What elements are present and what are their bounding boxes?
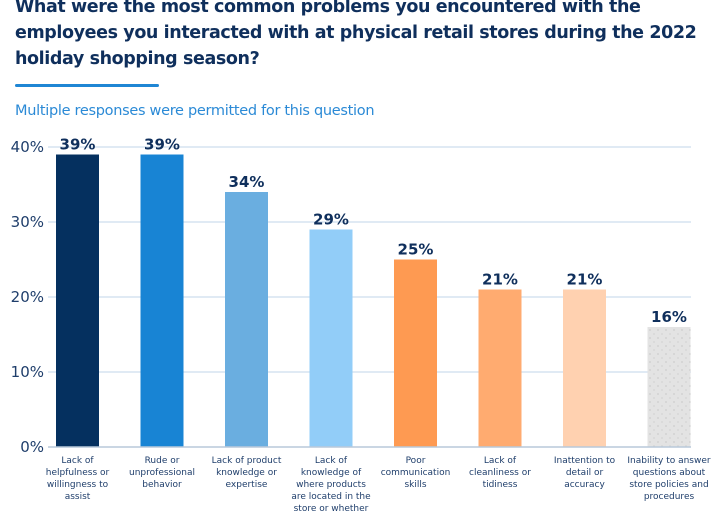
x-tick-label: Rude or unprofessional behavior [129,456,195,490]
bar [478,289,522,447]
value-label: 39% [144,136,180,154]
x-tick-label: Lack of helpfulness or willingness to assis… [45,456,110,502]
bar [394,259,437,447]
y-tick-label: 0% [20,438,44,456]
value-label: 21% [482,271,518,289]
chart-subtitle: Multiple responses were permitted for th… [15,103,375,119]
value-label: 39% [60,136,96,154]
value-label: 34% [229,173,265,191]
bars [56,154,691,447]
y-tick-label: 30% [11,213,44,231]
y-tick-label: 40% [11,138,44,156]
bar [309,229,353,447]
chart-title: What were the most common problems you e… [15,0,697,69]
x-tick-label: Lack of knowledge of where products are loc… [291,456,371,514]
bar [563,289,606,447]
y-axis-ticks: 0% 10% 20% 30% 40% [11,138,44,456]
bar [225,192,268,447]
bar [140,154,184,447]
value-label: 21% [567,271,603,289]
x-tick-label: Lack of cleanliness or tidiness [469,456,531,490]
bar [56,154,99,447]
value-label: 16% [651,308,687,326]
value-label: 29% [313,211,349,229]
bar [647,327,691,447]
y-tick-label: 20% [11,288,44,306]
x-tick-label: Poor communication skills [380,456,451,490]
title-underline [15,84,159,87]
x-tick-label: Inability to answer questions about store … [627,456,711,502]
y-tick-label: 10% [11,363,44,381]
value-label: 25% [398,241,434,259]
value-labels: 39% 39% 34% 29% 25% 21% 21% 16% [60,136,687,327]
x-tick-label: Inattention to detail or accuracy [553,456,616,490]
x-tick-label: Lack of product knowledge or expertise [211,456,282,490]
